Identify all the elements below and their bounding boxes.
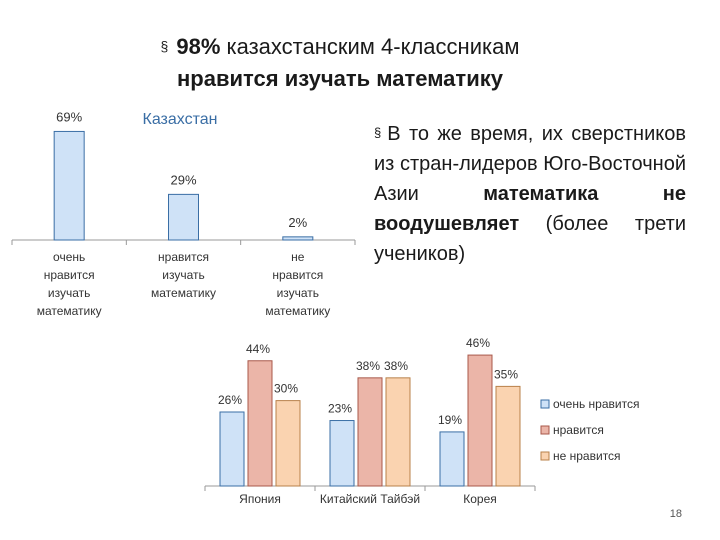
asia-bar: [247, 360, 273, 487]
asia-value-label: 30%: [274, 382, 298, 396]
kz-value-label: 2%: [288, 215, 307, 230]
title-line2: нравится изучать математику: [177, 66, 503, 91]
title-percent: 98%: [176, 34, 221, 59]
title-bullet: §: [160, 38, 169, 54]
asia-category-label: Китайский Тайбэй: [320, 492, 420, 506]
asia-bar: [219, 411, 245, 487]
asia-category-label: Япония: [239, 492, 281, 506]
asia-value-label: 35%: [494, 367, 518, 381]
title-line1: казахстанским 4-классникам: [220, 34, 520, 59]
kz-chart-title: Казахстан: [143, 111, 218, 128]
asia-value-label: 38%: [384, 359, 408, 373]
legend-swatch: [540, 399, 550, 409]
note-bold: математика не воодушевляет: [374, 183, 686, 235]
note-part2: (более трети учеников): [374, 213, 686, 265]
asia-bar: [385, 377, 411, 487]
legend-swatch: [540, 425, 550, 435]
kz-value-label: 69%: [56, 109, 82, 124]
legend-label: не нравится: [553, 449, 621, 463]
asia-bar: [467, 354, 493, 487]
asia-bar: [357, 377, 383, 487]
asia-value-label: 44%: [246, 342, 270, 356]
asia-value-label: 46%: [466, 336, 490, 350]
note-text: § В то же время, их сверстников из стран-…: [374, 118, 686, 269]
legend-swatch: [540, 451, 550, 461]
asia-value-label: 26%: [218, 393, 242, 407]
asia-value-label: 19%: [438, 413, 462, 427]
asia-bar: [439, 431, 465, 487]
kz-bar: [282, 236, 314, 241]
note-bullet: §: [374, 125, 382, 140]
slide-title: § 98% казахстанским 4-классникам нравится…: [60, 30, 620, 95]
kz-category-label: не нравится изучать математику: [265, 250, 330, 318]
kz-bar: [168, 193, 199, 241]
slide-number: 18: [669, 508, 682, 520]
asia-category-label: Корея: [463, 492, 497, 506]
kz-category-label: нравится изучать математику: [151, 250, 216, 300]
legend-label: нравится: [553, 423, 604, 437]
kz-value-label: 29%: [170, 172, 196, 187]
kz-category-label: очень нравится изучать математику: [37, 250, 102, 318]
asia-value-label: 38%: [356, 359, 380, 373]
asia-bar: [495, 385, 521, 487]
note-part1: В то же время, их сверстников из стран-л…: [374, 123, 686, 205]
kz-bar: [53, 130, 85, 241]
asia-bar: [329, 420, 355, 487]
legend-label: очень нравится: [553, 397, 639, 411]
asia-value-label: 23%: [328, 402, 352, 416]
asia-bar: [275, 400, 301, 487]
